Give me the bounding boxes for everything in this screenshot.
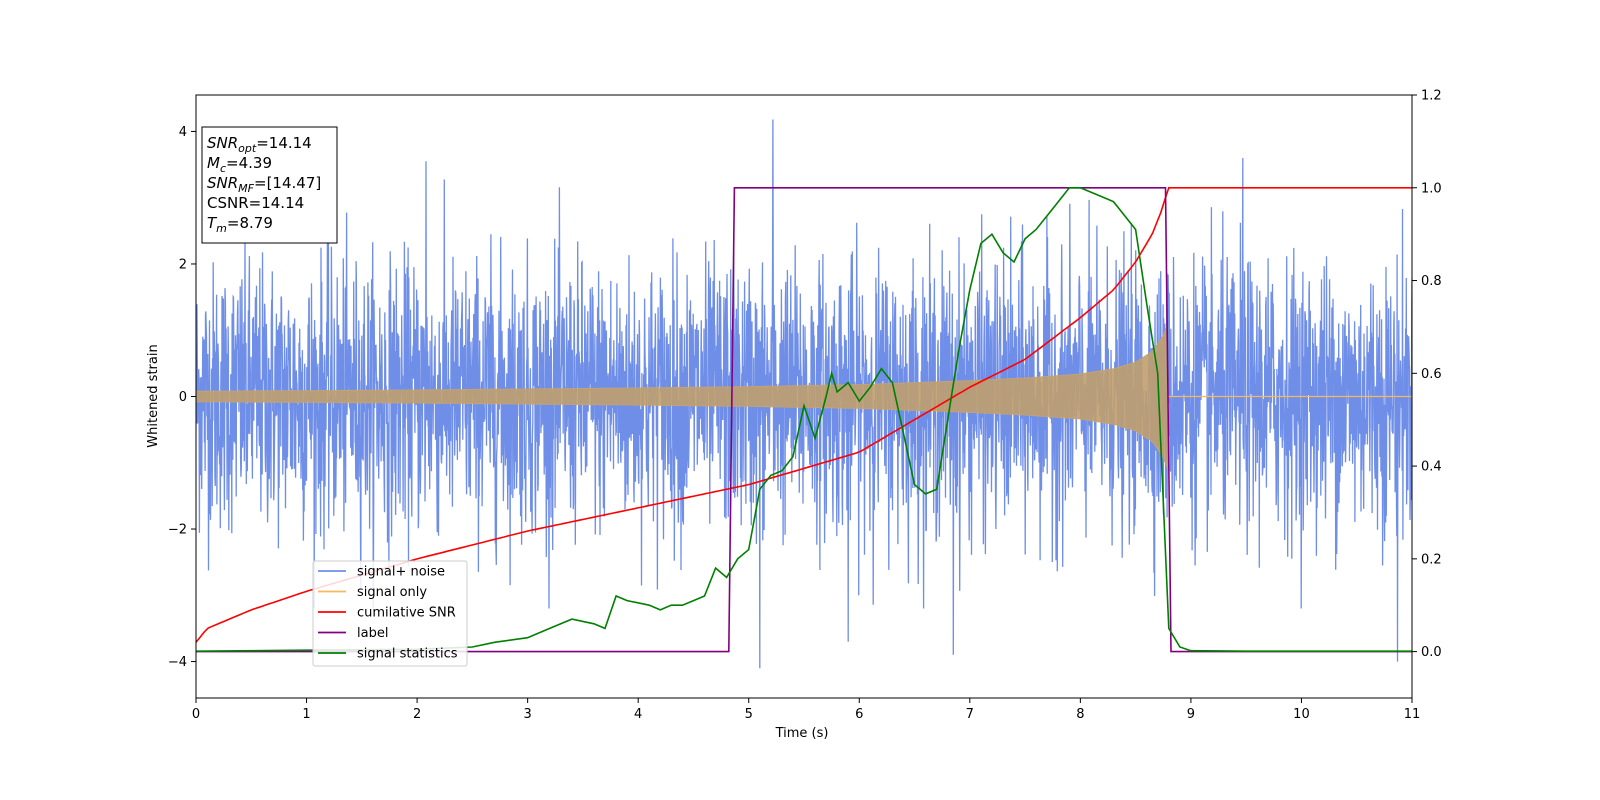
- x-tick-label: 2: [413, 707, 421, 722]
- y-right-tick-label: 0.8: [1421, 274, 1442, 289]
- annotation-frame: [201, 126, 338, 244]
- legend-label: cumilative SNR: [357, 606, 456, 621]
- series-line-signal-noise: [196, 119, 1412, 669]
- stats-annotation: SNRopt=14.14Mc=4.39SNRMF=[14.47]CSNR=14.…: [201, 126, 338, 244]
- y-right-tick-label: 0.6: [1421, 367, 1442, 382]
- legend: signal+ noise signal only cumilative SNR la…: [312, 560, 468, 667]
- x-tick-label: 8: [1076, 707, 1084, 722]
- x-axis: 0 1 2 3 4 5 6 7 8 9 10 11: [192, 698, 1420, 722]
- y-right-tick-label: 0.2: [1421, 552, 1442, 567]
- y-right-tick-label: 0.0: [1421, 645, 1442, 660]
- x-tick-label: 3: [523, 707, 531, 722]
- x-tick-label: 9: [1187, 707, 1195, 722]
- x-tick-label: 5: [745, 707, 753, 722]
- x-tick-label: 10: [1293, 707, 1310, 722]
- y-left-tick-label: 2: [179, 257, 187, 272]
- y-left-tick-label: −4: [168, 655, 187, 670]
- y-axis-left: −4 −2 0 2 4: [168, 125, 196, 670]
- y-left-tick-label: 0: [179, 390, 187, 405]
- x-tick-label: 1: [302, 707, 310, 722]
- annotation-line: CSNR=14.14: [207, 194, 304, 212]
- x-tick-label: 7: [966, 707, 974, 722]
- y-right-tick-label: 1.0: [1421, 181, 1442, 196]
- annotation-line: Mc=4.39: [207, 154, 272, 175]
- legend-label: signal+ noise: [357, 565, 445, 580]
- x-tick-label: 11: [1404, 707, 1421, 722]
- y-axis-label: Whitened strain: [146, 344, 161, 447]
- annotation-line: Tm=8.79: [207, 214, 273, 235]
- y-axis-right: 0.0 0.2 0.4 0.6 0.8 1.0 1.2: [1412, 89, 1442, 660]
- y-left-tick-label: 4: [179, 125, 187, 140]
- y-left-tick-label: −2: [168, 523, 187, 538]
- x-axis-label: Time (s): [775, 726, 829, 741]
- annotation-line: SNRMF=[14.47]: [207, 174, 321, 195]
- x-tick-label: 4: [634, 707, 642, 722]
- legend-frame: [312, 560, 468, 667]
- y-right-tick-label: 1.2: [1421, 89, 1442, 104]
- annotation-line: SNRopt=14.14: [207, 134, 312, 155]
- legend-label: label: [357, 626, 388, 641]
- y-right-tick-label: 0.4: [1421, 460, 1442, 475]
- legend-label: signal only: [357, 585, 427, 600]
- series-area-signal-only: [196, 323, 1169, 470]
- x-tick-label: 6: [855, 707, 863, 722]
- plot-series: [196, 119, 1412, 669]
- legend-label: signal statistics: [357, 647, 458, 662]
- x-tick-label: 0: [192, 707, 200, 722]
- series-line-signal-statistics: [196, 187, 1412, 652]
